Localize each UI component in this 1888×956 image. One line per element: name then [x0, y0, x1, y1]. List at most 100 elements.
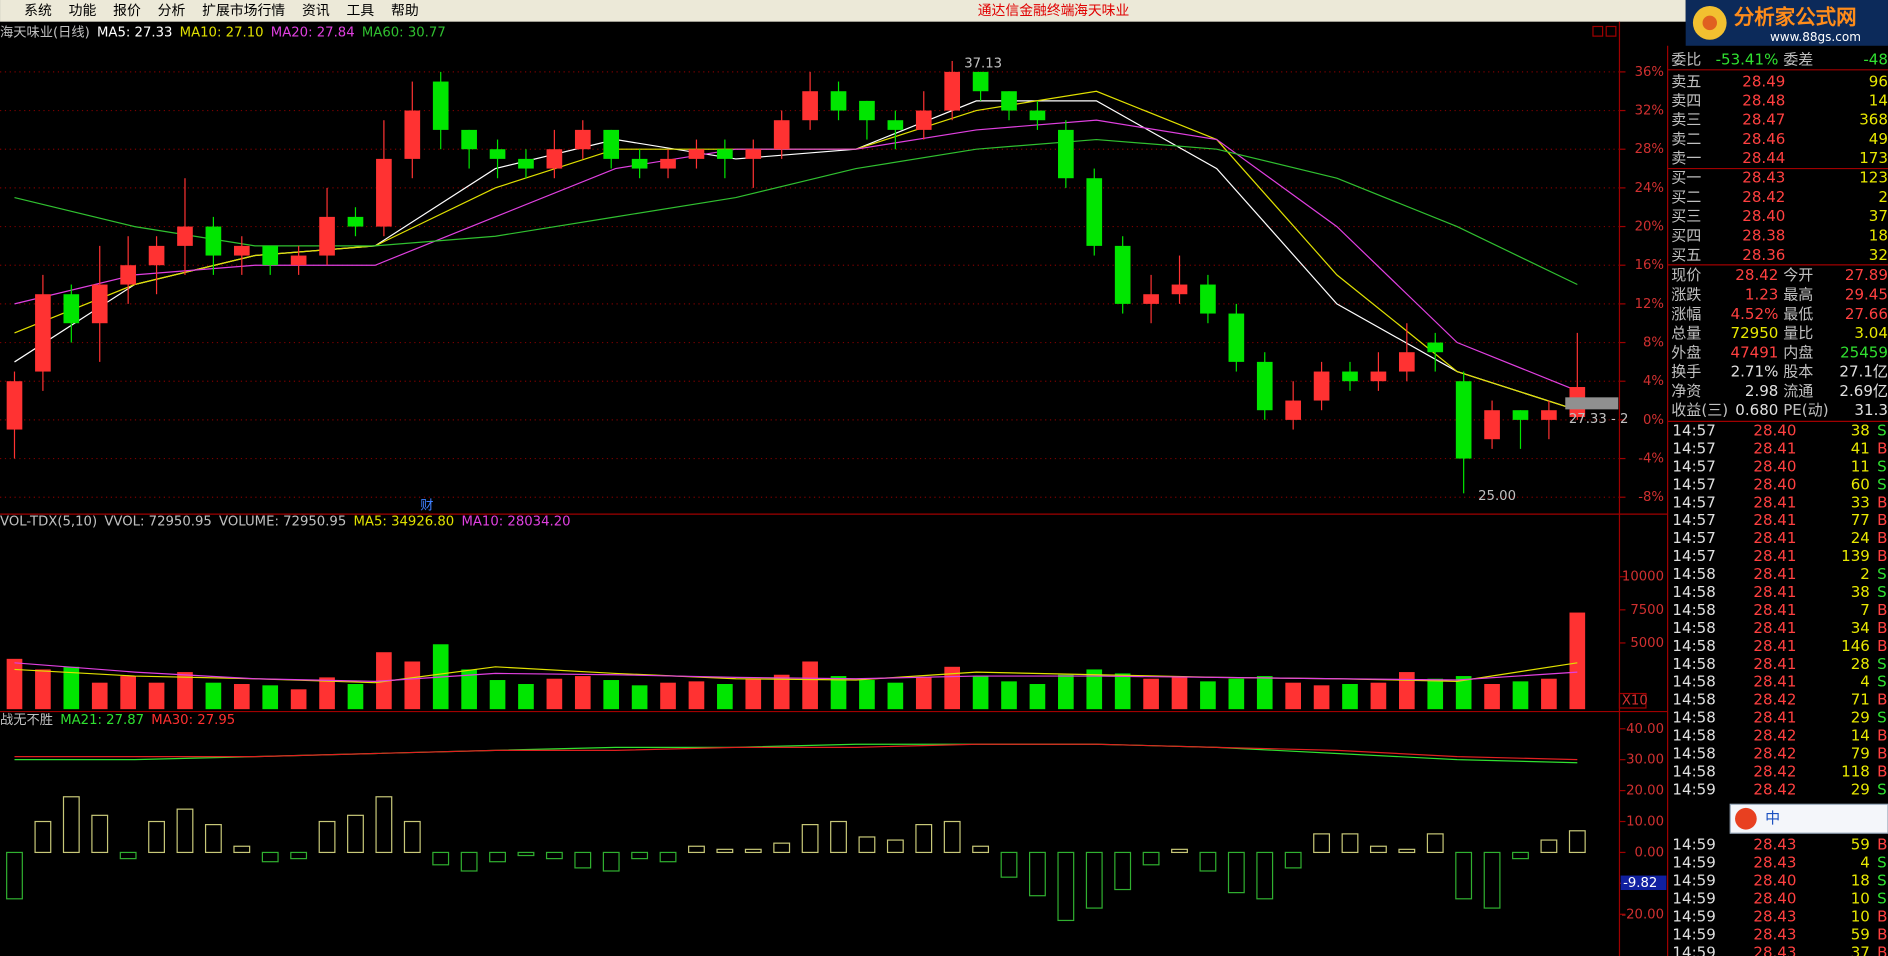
- candle-body: [915, 110, 932, 130]
- ask-volume: 14: [1869, 92, 1888, 110]
- y-tick-label: 28%: [1635, 142, 1664, 157]
- trade-volume: 10: [1851, 890, 1870, 908]
- menu-item[interactable]: 分析: [158, 3, 186, 19]
- menu-item[interactable]: 系统: [24, 3, 52, 19]
- menu-item[interactable]: 功能: [69, 3, 97, 19]
- ma-line: [14, 138, 1578, 286]
- legend-entry: VOL-TDX(5,10): [0, 514, 97, 529]
- volume-bar: [574, 676, 591, 710]
- volume-bar: [717, 684, 733, 710]
- stat-value: 27.1亿: [1839, 363, 1888, 381]
- high-label: 37.13: [964, 56, 1002, 71]
- trade-time: 14:59: [1672, 836, 1715, 854]
- ma-line: [14, 662, 1578, 682]
- stat-label: 最低: [1783, 305, 1813, 323]
- trade-time: 14:58: [1672, 655, 1715, 673]
- bid-price: 28.40: [1742, 207, 1785, 225]
- trade-volume: 118: [1841, 762, 1870, 780]
- legend-entry: VVOL: 72950.95: [104, 514, 211, 529]
- indicator-bar: [659, 851, 677, 863]
- candle-body: [745, 149, 762, 159]
- volume-bar: [773, 674, 790, 710]
- menu-item[interactable]: 报价: [113, 3, 141, 19]
- candle-body: [1171, 284, 1188, 295]
- stat-label: 今开: [1783, 266, 1813, 284]
- ask-label: 卖五: [1671, 72, 1701, 90]
- bid-price: 28.38: [1742, 226, 1785, 244]
- candle-body: [1455, 381, 1472, 459]
- trade-volume: 146: [1841, 637, 1870, 655]
- volume-bar: [404, 661, 421, 710]
- stat-value: 1.23: [1745, 285, 1779, 303]
- candle-body: [319, 216, 335, 256]
- legend-entry: VOLUME: 72950.95: [219, 514, 346, 529]
- stat-label: 量比: [1783, 324, 1813, 342]
- indicator-bar: [1568, 830, 1586, 854]
- menu-item[interactable]: 帮助: [391, 3, 419, 19]
- trade-volume: 4: [1860, 673, 1870, 691]
- volume-bar: [6, 658, 23, 710]
- trade-volume: 38: [1851, 422, 1870, 440]
- trade-time: 14:58: [1672, 762, 1715, 780]
- trade-time: 14:57: [1672, 457, 1715, 475]
- window-button[interactable]: [1592, 25, 1604, 37]
- trade-volume: 11: [1851, 457, 1870, 475]
- trade-time: 14:58: [1672, 583, 1715, 601]
- candle-body: [63, 294, 80, 324]
- indicator-bar: [517, 851, 535, 857]
- volume-bar: [887, 682, 904, 710]
- volume-bar: [944, 666, 961, 710]
- volume-bar: [347, 684, 364, 710]
- volume-bar: [802, 661, 818, 710]
- indicator-bar: [1057, 851, 1075, 922]
- trade-side: B: [1877, 943, 1887, 956]
- volume-bar: [1256, 676, 1273, 710]
- volume-bar: [915, 677, 932, 710]
- trade-price: 28.41: [1753, 601, 1796, 619]
- candle-body: [1256, 361, 1273, 411]
- stat-label: 换手: [1671, 363, 1701, 381]
- trade-side: B: [1877, 511, 1887, 529]
- logo-icon-core: [1702, 15, 1717, 31]
- indicator-bar: [1256, 851, 1274, 900]
- trade-price: 28.41: [1753, 583, 1796, 601]
- ask-label: 卖二: [1671, 130, 1701, 148]
- y-tick-label: 4%: [1643, 374, 1664, 389]
- indicator-bar: [602, 851, 620, 872]
- legend-entry: MA21: 27.87: [60, 713, 144, 728]
- volume-bar: [1228, 678, 1245, 710]
- volume-bar: [319, 677, 335, 710]
- ime-mode[interactable]: 中: [1765, 809, 1780, 827]
- trade-side: S: [1877, 655, 1887, 673]
- candle-body: [1143, 294, 1159, 304]
- y-tick-label: 8%: [1643, 336, 1664, 351]
- volume-bar: [489, 680, 506, 710]
- indicator-bar: [1540, 839, 1558, 854]
- trade-price: 28.41: [1753, 439, 1796, 457]
- trade-time: 14:58: [1672, 619, 1715, 637]
- window-button[interactable]: [1605, 25, 1617, 37]
- legend-entry: MA30: 27.95: [151, 713, 235, 728]
- trade-time: 14:59: [1672, 872, 1715, 890]
- info-marker[interactable]: 财: [420, 498, 433, 514]
- trade-side: S: [1877, 890, 1887, 908]
- indicator-bar: [1085, 851, 1103, 909]
- bid-volume: 37: [1869, 207, 1888, 225]
- indicator-bar: [574, 851, 592, 869]
- menu-item[interactable]: 资讯: [302, 3, 330, 19]
- bid-label: 买五: [1671, 246, 1701, 264]
- ma-line: [14, 119, 1578, 392]
- menu-item[interactable]: 工具: [347, 3, 375, 19]
- trade-time: 14:57: [1672, 422, 1715, 440]
- menu-item[interactable]: 扩展市场行情: [202, 2, 285, 19]
- volume-bar: [1285, 682, 1301, 710]
- indicator-bar: [91, 814, 109, 854]
- trade-time: 14:58: [1672, 673, 1715, 691]
- y-tick-label: 40.00: [1626, 722, 1664, 737]
- ask-price: 28.44: [1742, 149, 1785, 167]
- y-tick-label: 10.00: [1626, 815, 1664, 830]
- volume-bar: [1427, 678, 1444, 710]
- trade-side: S: [1877, 475, 1887, 493]
- trade-side: S: [1877, 422, 1887, 440]
